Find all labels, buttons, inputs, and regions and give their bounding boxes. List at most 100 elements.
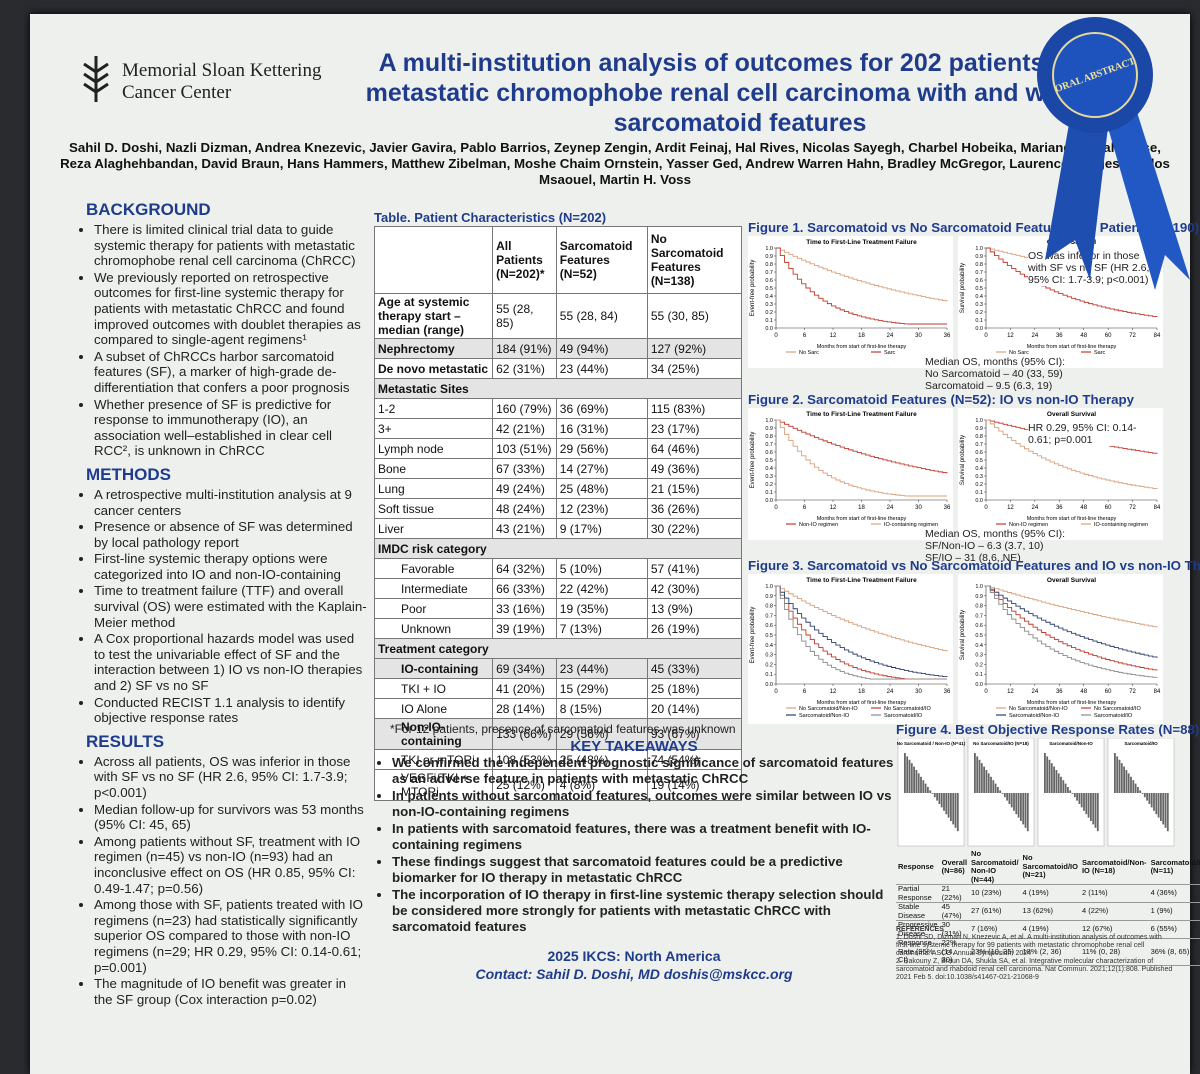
- table-cell: 42 (30%): [646, 578, 743, 599]
- waterfall-bar: [987, 773, 990, 793]
- plot-subtitle: Time to First-Line Treatment Failure: [806, 577, 917, 584]
- waterfall-bar: [1085, 793, 1088, 815]
- waterfall-bar: [931, 793, 934, 794]
- table-row: Lymph node 103 (51%) 29 (56%) 64 (46%): [373, 438, 743, 459]
- waterfall-bar: [997, 787, 999, 793]
- km-curve: [776, 419, 948, 474]
- y-tick-label: 0.3: [765, 302, 773, 308]
- table-cell: 23% (10, 35): [969, 938, 1021, 966]
- table-row: TKI + IO 41 (20%) 15 (29%) 25 (18%): [373, 678, 743, 699]
- waterfall-bar: [1096, 793, 1099, 832]
- waterfall-bar: [1080, 793, 1083, 808]
- figure-title: Figure 4. Best Objective Response Rates …: [896, 722, 1200, 737]
- waterfall-bar: [1120, 763, 1123, 793]
- y-tick-label: 0.5: [765, 458, 773, 464]
- panel-title: Sarcomatoid/IO: [1124, 741, 1158, 746]
- y-tick-label: 0.2: [975, 482, 983, 488]
- y-tick-label: 0.6: [975, 623, 983, 629]
- table-cell: 12 (67%): [1079, 920, 1149, 939]
- table-cell: 22% (14, 30): [939, 938, 970, 966]
- table-cell: Nephrectomy: [373, 338, 494, 359]
- plot-bg: [958, 574, 1163, 724]
- bullet: A Cox proportional hazards model was use…: [94, 631, 368, 693]
- waterfall-bar: [1073, 793, 1076, 798]
- legend-label: No Sarc: [799, 350, 819, 356]
- x-tick-label: 0: [774, 333, 778, 339]
- legend-label: Non-IO regimen: [1009, 522, 1048, 528]
- references-heading: REFERENCES: [896, 926, 944, 933]
- waterfall-bar: [1057, 773, 1060, 793]
- table-cell: Poor: [373, 598, 494, 619]
- y-tick-label: 0.8: [975, 604, 983, 610]
- axes: [775, 248, 947, 329]
- y-tick-label: 0.2: [765, 310, 773, 316]
- waterfall-bar: [1141, 793, 1144, 794]
- legend-label: Non-IO regimen: [799, 522, 838, 528]
- waterfall-bar: [990, 776, 992, 793]
- figure-caption: SF/Non-IO – 6.3 (3.7, 10): [925, 540, 1044, 552]
- waterfall-bar: [1013, 793, 1015, 811]
- waterfall-bar: [1010, 793, 1013, 808]
- waterfall-bar: [924, 783, 927, 793]
- km-curve: [776, 247, 948, 302]
- x-tick-label: 0: [984, 689, 988, 695]
- y-tick-label: 0.7: [765, 270, 773, 276]
- table-cell: 15 (29%): [555, 678, 648, 699]
- table-cell: 36 (69%): [555, 398, 648, 419]
- waterfall-bar: [1160, 793, 1162, 821]
- bullet: A subset of ChRCCs harbor sarcomatoid fe…: [94, 349, 368, 396]
- table-cell: 3+: [373, 418, 494, 439]
- x-tick-label: 12: [830, 333, 837, 339]
- bullet: Among patients without SF, treatment wit…: [94, 834, 368, 896]
- x-tick-label: 36: [944, 333, 951, 339]
- axes: [985, 586, 1157, 685]
- legend-label: IO-containing regimen: [1094, 522, 1148, 528]
- figure-caption: Median OS, months (95% CI):: [925, 528, 1066, 540]
- x-tick-label: 0: [984, 505, 988, 511]
- waterfall-bar: [1008, 793, 1011, 804]
- table-row: Age at systemic therapy start – median (…: [373, 293, 743, 339]
- bullet: Time to treatment failure (TTF) and over…: [94, 583, 368, 630]
- waterfall-bar: [1053, 766, 1055, 793]
- waterfall-bar: [1017, 793, 1020, 818]
- table-footnote: *For 12 patients, presence of sarcomatoi…: [390, 722, 736, 736]
- waterfall-bar: [992, 780, 995, 793]
- response-table: Response Overall (N=86) No Sarcomatoid/ No…: [896, 849, 1200, 966]
- header-cell: No Sarcomatoid Features (N=138): [646, 226, 743, 294]
- header-cell: Sarcomatoid/IO (N=11): [1148, 850, 1200, 885]
- x-tick-label: 6: [803, 689, 807, 695]
- table-cell: De novo metastatic: [373, 358, 494, 379]
- waterfall-bar: [956, 793, 959, 832]
- table-row: Stable Disease 45 (47%) 27 (61%) 13 (62%) 4 …: [896, 902, 1200, 921]
- header-cell: No Sarcomatoid/IO (N=21): [1020, 850, 1080, 885]
- y-tick-label: 0.5: [765, 286, 773, 292]
- km-plot: Time to First-Line Treatment Failure Even…: [748, 574, 953, 724]
- x-tick-label: 12: [1007, 505, 1014, 511]
- plot-subtitle: Overall Survival: [1047, 239, 1096, 246]
- waterfall-bar: [976, 756, 979, 793]
- plot-bg: [748, 236, 953, 368]
- y-tick-label: 0.9: [765, 594, 773, 600]
- table-row: TKI or mTORi 108 (53%) 25 (48%) 74 (54%): [373, 749, 743, 770]
- legend-label: No Sarcomatoid/Non-IO: [799, 706, 858, 712]
- x-axis-label: Months from start of first-line therapy: [1027, 700, 1117, 706]
- table-cell: Metastatic Sites: [374, 378, 742, 399]
- waterfall-bar: [922, 780, 925, 793]
- waterfall-bar: [1139, 790, 1142, 793]
- table-cell: 19 (14%): [646, 769, 743, 801]
- x-axis-label: Months from start of first-line therapy: [1027, 344, 1117, 350]
- table-cell: 29 (56%): [555, 438, 648, 459]
- km-curve: [986, 585, 1158, 678]
- x-tick-label: 24: [1032, 505, 1039, 511]
- y-tick-label: 0.3: [765, 474, 773, 480]
- y-tick-label: 0.3: [975, 474, 983, 480]
- waterfall-bar: [1150, 793, 1153, 808]
- y-tick-label: 0.4: [975, 294, 983, 300]
- takeaway: The incorporation of IO therapy in first…: [392, 887, 894, 935]
- table-cell: 74 (54%): [646, 749, 743, 770]
- waterfall-bar: [1087, 793, 1090, 818]
- x-tick-label: 36: [1056, 689, 1063, 695]
- x-tick-label: 24: [1032, 333, 1039, 339]
- table-cell: 25 (12%): [492, 769, 557, 801]
- table-cell: Lymph node: [373, 438, 494, 459]
